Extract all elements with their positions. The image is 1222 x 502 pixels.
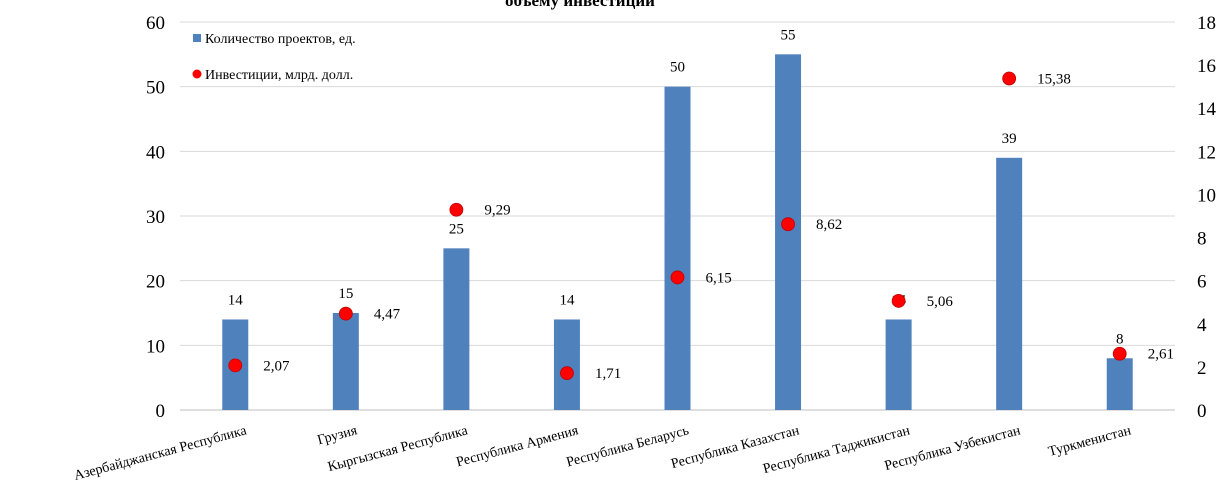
legend-label-scatter: Инвестиции, млрд. долл. (205, 68, 353, 83)
bar (332, 313, 359, 410)
scatter-point (781, 217, 795, 232)
y-left-tick-label: 60 (146, 13, 165, 34)
bar-data-label: 8 (1116, 331, 1124, 347)
legend-label-bar: Количество проектов, ед. (205, 32, 356, 47)
y-right-tick-label: 2 (1197, 358, 1207, 379)
scatter-data-label: 1,71 (595, 366, 621, 382)
category-label: Республика Армения (455, 423, 581, 470)
scatter-point (891, 294, 906, 308)
y-right-tick-label: 0 (1197, 401, 1207, 422)
scatter-point (670, 270, 685, 285)
y-right-tick-label: 18 (1197, 13, 1216, 34)
y-left-tick-label: 40 (146, 142, 165, 163)
bar (885, 319, 912, 410)
scatter-data-label: 4,47 (374, 307, 401, 323)
y-left-tick-label: 50 (146, 78, 165, 99)
scatter-data-label: 2,61 (1148, 347, 1174, 363)
y-right-tick-label: 8 (1197, 229, 1207, 250)
y-left-tick-label: 30 (146, 207, 165, 228)
bar (664, 86, 691, 411)
scatter-data-label: 5,06 (927, 294, 954, 310)
y-right-tick-label: 16 (1197, 56, 1216, 77)
scatter-point (449, 202, 464, 217)
y-left-tick-label: 10 (146, 336, 165, 357)
bar-data-label: 14 (559, 292, 575, 308)
scatter-point (560, 366, 574, 381)
bar (996, 157, 1023, 410)
bar (775, 54, 802, 410)
y-right-tick-label: 14 (1197, 99, 1217, 120)
bar-data-label: 39 (1002, 131, 1017, 147)
y-right-tick-label: 10 (1197, 185, 1216, 206)
category-label: Туркменистан (1047, 423, 1133, 460)
bar (553, 319, 580, 410)
y-left-tick-label: 20 (146, 272, 165, 293)
scatter-data-label: 15,38 (1037, 71, 1071, 87)
y-left-tick-label: 0 (156, 401, 166, 422)
y-right-tick-label: 6 (1197, 272, 1207, 293)
scatter-point (338, 306, 353, 321)
bar-series (222, 54, 1133, 411)
legend-swatch-bar (193, 34, 201, 42)
bar (1106, 358, 1133, 410)
scatter-data-label: 6,15 (706, 270, 732, 286)
bar (443, 248, 470, 410)
bar-data-label: 15 (338, 286, 353, 302)
legend-swatch-scatter (192, 69, 202, 79)
category-label: Грузия (316, 423, 360, 448)
bar-data-label: 55 (781, 27, 796, 43)
bar-data-label: 14 (228, 292, 244, 308)
category-label: Азербайджанская Республика (73, 423, 249, 484)
bar-data-label: 50 (670, 60, 685, 76)
legend: Количество проектов, ед. Инвестиции, млр… (192, 32, 356, 83)
y-right-tick-label: 12 (1197, 142, 1216, 163)
left-axis-ticks: 0 10 20 30 40 50 60 (146, 13, 165, 422)
scatter-point (228, 358, 243, 373)
scatter-data-label: 8,62 (816, 217, 842, 233)
chart-title: объему инвестиций (505, 0, 655, 10)
scatter-data-labels: 2,07 4,47 9,29 1,71 6,15 8,62 5,06 15,38 2,61 (263, 71, 1174, 382)
y-right-tick-label: 4 (1197, 315, 1207, 336)
bar-data-labels: 14152514505514398 (228, 27, 1124, 347)
scatter-data-label: 2,07 (263, 358, 290, 374)
scatter-data-label: 9,29 (484, 203, 510, 219)
bar-data-label: 25 (449, 221, 464, 237)
category-labels: Азербайджанская Республика ГрузияКыргызск… (73, 423, 1134, 484)
right-axis-ticks: 0 2 4 6 8 10 12 14 16 18 (1197, 13, 1217, 422)
scatter-series (228, 71, 1127, 381)
scatter-point (1002, 71, 1017, 86)
scatter-point (1112, 346, 1127, 361)
